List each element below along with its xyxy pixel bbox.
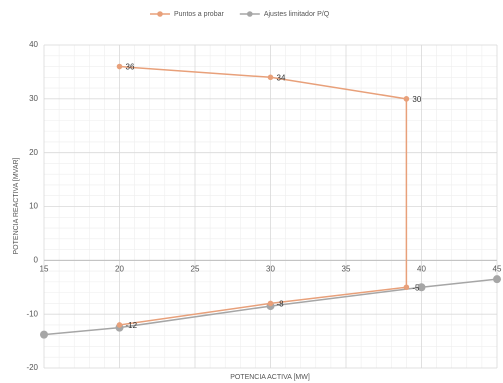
y-tick-label: 10: [29, 202, 38, 211]
legend-marker: [157, 11, 163, 17]
y-tick-label: -10: [26, 309, 38, 318]
point: [267, 74, 274, 81]
y-tick-label: 30: [29, 94, 38, 103]
y-tick-label: 20: [29, 148, 38, 157]
point: [116, 322, 123, 328]
point: [267, 300, 274, 307]
y-axis-title: POTENCIA REACTIVA [MVAR]: [13, 157, 20, 254]
legend-label: Ajustes limitador P/Q: [264, 11, 330, 18]
point: [493, 275, 501, 284]
point: [116, 63, 123, 70]
data-label: 36: [126, 63, 135, 72]
y-tick-label: 40: [29, 40, 38, 49]
data-label: -8: [277, 300, 285, 309]
data-label: 34: [277, 73, 286, 82]
point: [403, 284, 410, 291]
data-label: -5: [412, 283, 420, 292]
legend-marker: [247, 11, 253, 17]
point: [417, 283, 426, 292]
x-axis-title: POTENCIA ACTIVA [MW]: [230, 374, 310, 381]
data-label: 30: [412, 95, 421, 104]
y-tick-label: -20: [26, 363, 38, 372]
data-label: -12: [126, 321, 138, 330]
point: [403, 96, 410, 102]
series-line: [119, 65, 408, 326]
point: [40, 330, 48, 339]
legend-label: Puntos a probar: [174, 11, 224, 18]
y-tick-label: 0: [34, 255, 39, 264]
